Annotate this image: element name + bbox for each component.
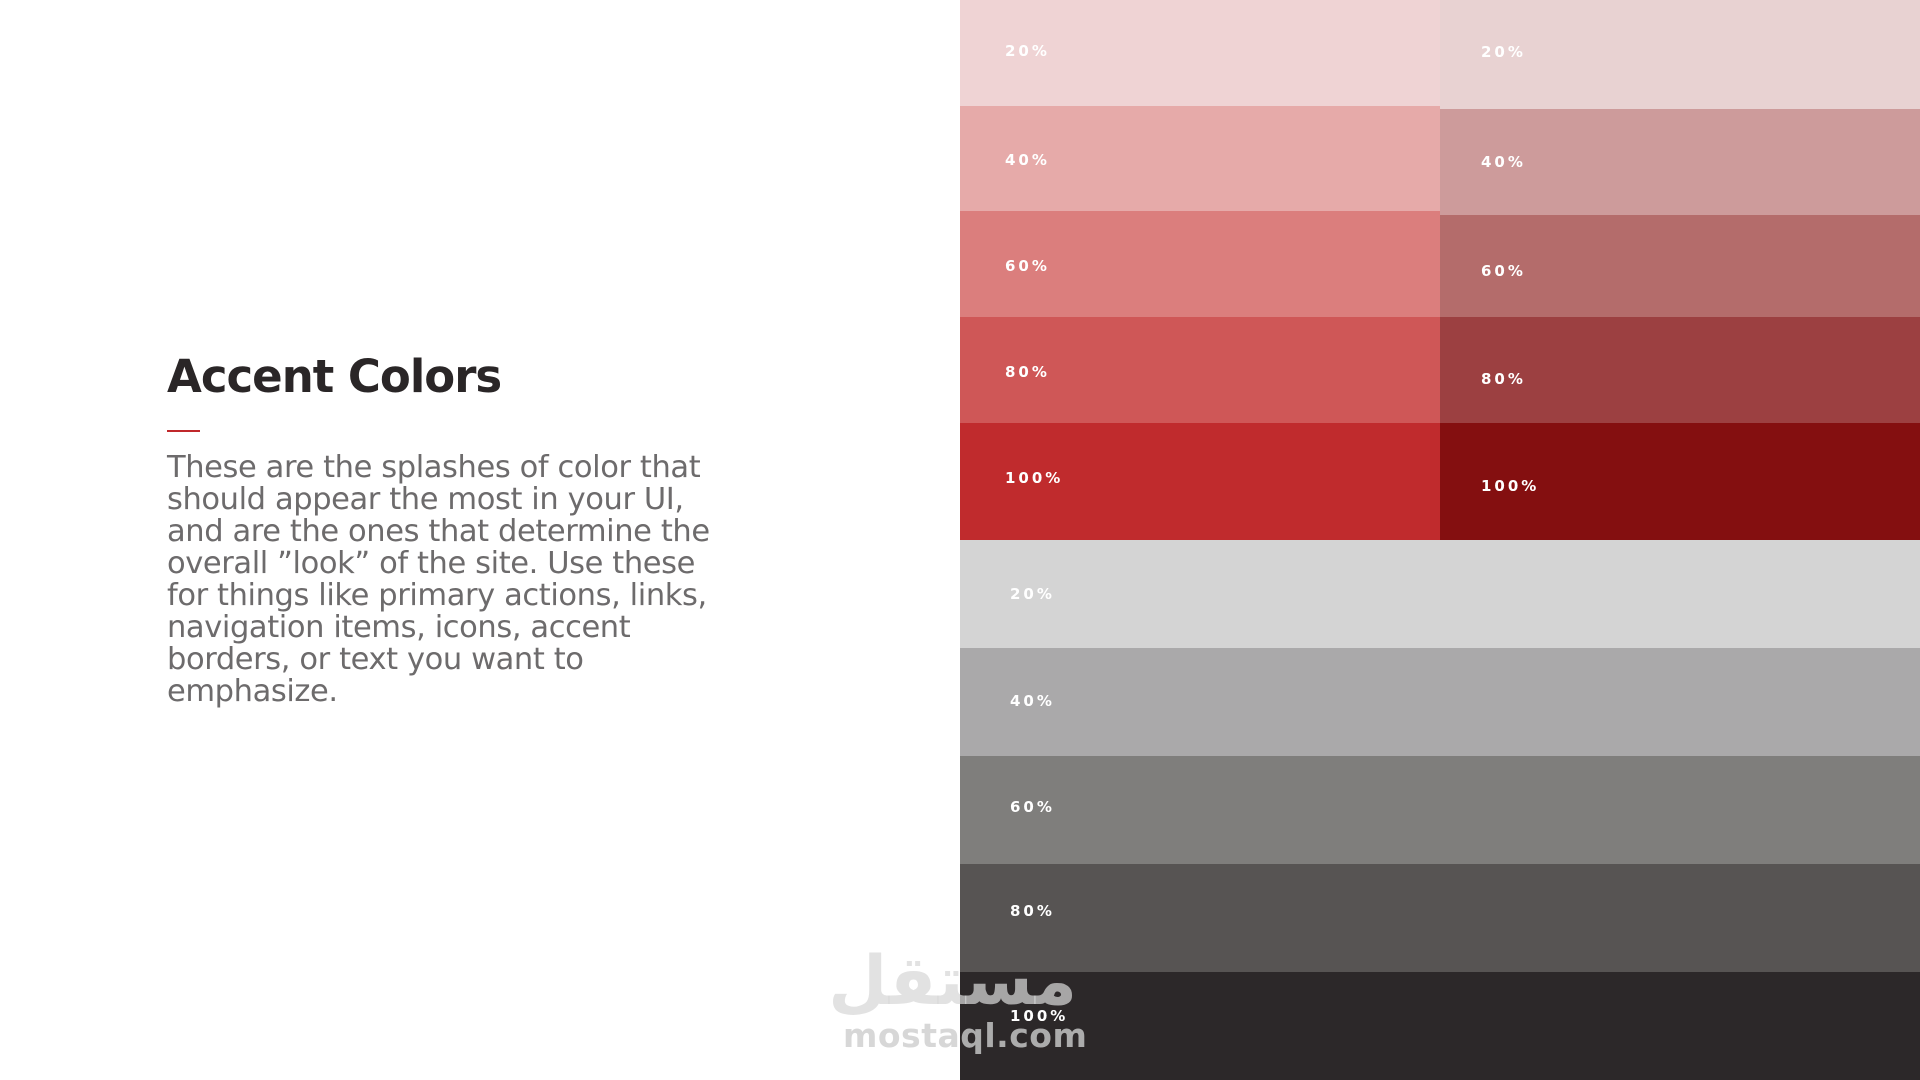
swatch-red-80 <box>960 317 1440 423</box>
watermark-arabic-text: مستقل <box>828 942 1077 1021</box>
swatch-label: 40% <box>1010 692 1055 710</box>
swatch-red-20 <box>960 0 1440 106</box>
swatch-dark-red-100 <box>1440 423 1920 540</box>
accent-divider <box>167 430 200 432</box>
swatch-label: 100% <box>1481 477 1540 495</box>
swatch-red-60 <box>960 211 1440 317</box>
swatch-label: 60% <box>1005 257 1050 275</box>
swatch-gray-60 <box>960 756 1920 864</box>
swatch-gray-80 <box>960 864 1920 972</box>
swatch-label: 100% <box>1005 469 1064 487</box>
swatch-dark-red-40 <box>1440 109 1920 215</box>
swatch-label: 20% <box>1481 43 1526 61</box>
text-panel: Accent Colors These are the splashes of … <box>167 350 711 709</box>
description-text: These are the splashes of color that sho… <box>167 450 710 709</box>
swatch-label: 20% <box>1005 42 1050 60</box>
swatch-label: 80% <box>1005 363 1050 381</box>
swatch-label: 40% <box>1481 153 1526 171</box>
swatch-label: 20% <box>1010 585 1055 603</box>
swatch-dark-red-80 <box>1440 317 1920 423</box>
swatch-panel: 20% 40% 60% 80% 100% 20% 40% 60% 80% 100% 20% 40% 60… <box>960 0 1920 1080</box>
swatch-label: 60% <box>1481 262 1526 280</box>
swatch-gray-20 <box>960 540 1920 648</box>
page-title: Accent Colors <box>167 350 502 403</box>
swatch-gray-100 <box>960 972 1920 1080</box>
swatch-label: 80% <box>1010 902 1055 920</box>
swatch-label: 60% <box>1010 798 1055 816</box>
swatch-red-100 <box>960 423 1440 540</box>
swatch-dark-red-60 <box>1440 215 1920 317</box>
swatch-dark-red-20 <box>1440 0 1920 109</box>
swatch-red-40 <box>960 106 1440 211</box>
watermark-latin-text: mostaql.com <box>843 1016 1088 1055</box>
swatch-gray-40 <box>960 648 1920 756</box>
swatch-label: 80% <box>1481 370 1526 388</box>
swatch-label: 40% <box>1005 151 1050 169</box>
swatch-label: 100% <box>1010 1007 1069 1025</box>
mostaql-watermark: مستقل mostaql.com <box>828 942 1088 1060</box>
